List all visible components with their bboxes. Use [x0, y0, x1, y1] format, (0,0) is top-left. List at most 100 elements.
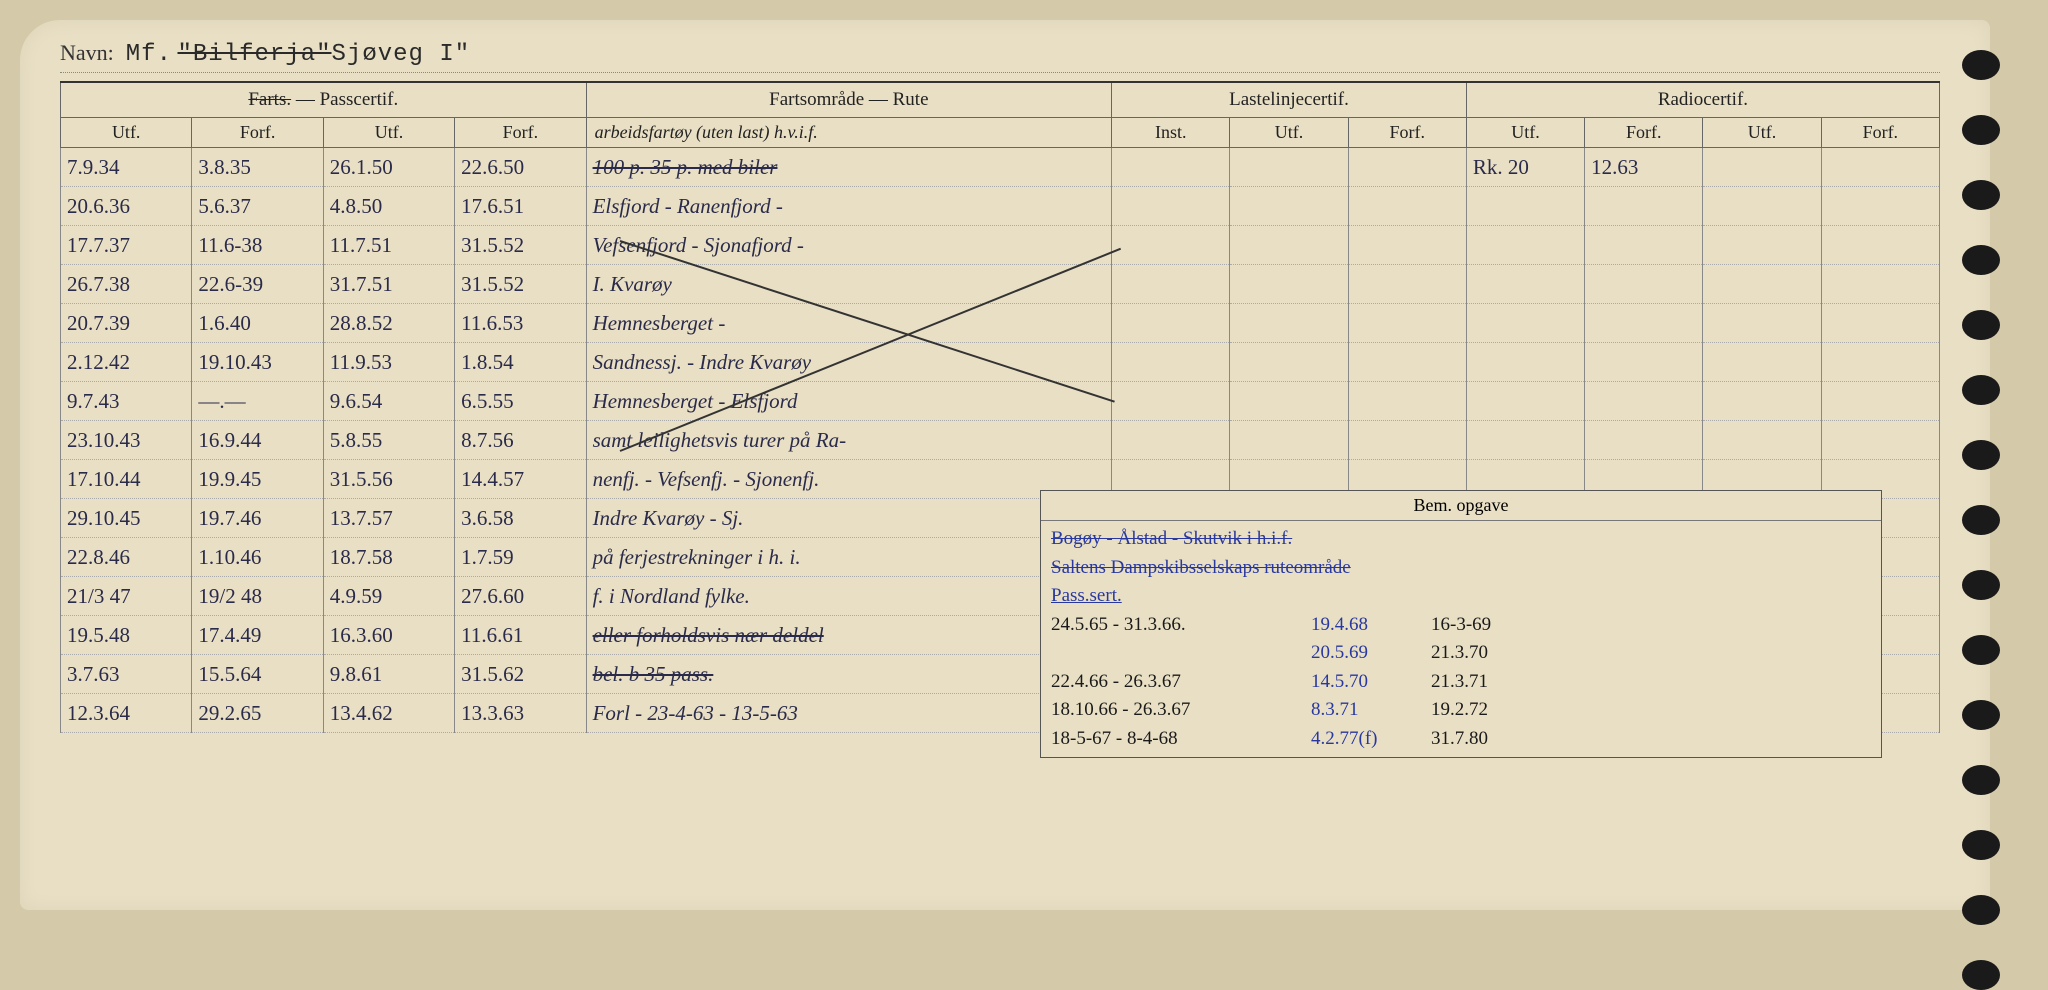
cell: 9.6.54 — [323, 382, 454, 421]
cell: eller forholdsvis nær deldel — [586, 616, 1112, 655]
cell: 17.7.37 — [61, 226, 192, 265]
navn-value: Sjøveg I" — [332, 41, 471, 68]
cell: Hemnesberget - Elsfjord — [586, 382, 1112, 421]
table-row: 20.7.391.6.4028.8.5211.6.53Hemnesberget … — [61, 304, 1940, 343]
header-rute: Fartsområde — Rute — [586, 82, 1112, 118]
cell: 31.5.56 — [323, 460, 454, 499]
header-passcertif: Farts. — Passcertif. — [61, 82, 587, 118]
cell: 12.3.64 — [61, 694, 192, 733]
cell: nenfj. - Vefsenfj. - Sjonenfj. — [586, 460, 1112, 499]
cell: 6.5.55 — [455, 382, 586, 421]
cell — [1466, 265, 1584, 304]
cell — [1230, 304, 1348, 343]
cell: 17.4.49 — [192, 616, 323, 655]
cell: 27.6.60 — [455, 577, 586, 616]
col-forf2: Forf. — [455, 118, 586, 148]
cell: 15.5.64 — [192, 655, 323, 694]
bem-row: 22.4.66 - 26.3.6714.5.7021.3.71 — [1051, 668, 1871, 697]
cell: 7.9.34 — [61, 148, 192, 187]
cell — [1466, 421, 1584, 460]
cell — [1585, 304, 1703, 343]
bem-row: 18.10.66 - 26.3.678.3.7119.2.72 — [1051, 696, 1871, 725]
cell: 3.8.35 — [192, 148, 323, 187]
col-inst: Inst. — [1112, 118, 1230, 148]
col-forf1: Forf. — [192, 118, 323, 148]
cell — [1703, 304, 1821, 343]
col-utf2: Utf. — [323, 118, 454, 148]
cell: Forl - 23-4-63 - 13-5-63 — [586, 694, 1112, 733]
cell — [1230, 343, 1348, 382]
cell — [1585, 421, 1703, 460]
cell: 19.10.43 — [192, 343, 323, 382]
cell — [1348, 421, 1466, 460]
cell: 16.3.60 — [323, 616, 454, 655]
cell — [1112, 226, 1230, 265]
cell: 9.7.43 — [61, 382, 192, 421]
cell: 29.10.45 — [61, 499, 192, 538]
cell: 28.8.52 — [323, 304, 454, 343]
cell — [1703, 187, 1821, 226]
bem-line1: Bogøy - Ålstad - Skutvik i h.i.f. — [1051, 525, 1871, 554]
cell — [1703, 421, 1821, 460]
cell — [1821, 226, 1939, 265]
col-r-utf2: Utf. — [1703, 118, 1821, 148]
bem-row: 24.5.65 - 31.3.66.19.4.6816-3-69 — [1051, 611, 1871, 640]
cell — [1348, 187, 1466, 226]
cell — [1585, 343, 1703, 382]
cell: 19.7.46 — [192, 499, 323, 538]
cell — [1348, 343, 1466, 382]
bem-row: 18-5-67 - 8-4-684.2.77(f)31.7.80 — [1051, 725, 1871, 754]
col-rute-note: arbeidsfartøy (uten last) h.v.i.f. — [586, 118, 1112, 148]
cell: 5.8.55 — [323, 421, 454, 460]
cell: 3.6.58 — [455, 499, 586, 538]
cell — [1821, 421, 1939, 460]
cell: 20.7.39 — [61, 304, 192, 343]
cell: 11.9.53 — [323, 343, 454, 382]
cell — [1112, 382, 1230, 421]
cell: 31.7.51 — [323, 265, 454, 304]
cell — [1348, 304, 1466, 343]
table-row: 9.7.43—.—9.6.546.5.55Hemnesberget - Elsf… — [61, 382, 1940, 421]
cell: 3.7.63 — [61, 655, 192, 694]
col-r-utf: Utf. — [1466, 118, 1584, 148]
cell — [1466, 226, 1584, 265]
cell — [1230, 148, 1348, 187]
cell: samt leilighetsvis turer på Ra- — [586, 421, 1112, 460]
col-r-forf2: Forf. — [1821, 118, 1939, 148]
cell: 11.7.51 — [323, 226, 454, 265]
bem-content: Bogøy - Ålstad - Skutvik i h.i.f. Salten… — [1041, 521, 1881, 757]
cell — [1466, 187, 1584, 226]
bem-title: Bem. opgave — [1041, 491, 1881, 521]
cell: 100 p. 35 p. med biler — [586, 148, 1112, 187]
cell: 13.3.63 — [455, 694, 586, 733]
cell: 22.8.46 — [61, 538, 192, 577]
cell: 4.8.50 — [323, 187, 454, 226]
cell — [1230, 265, 1348, 304]
cell — [1230, 226, 1348, 265]
cell: bel. b 35 pass. — [586, 655, 1112, 694]
cell — [1703, 226, 1821, 265]
cell — [1585, 382, 1703, 421]
cell — [1466, 382, 1584, 421]
cell: 26.7.38 — [61, 265, 192, 304]
cell — [1348, 226, 1466, 265]
cell — [1112, 148, 1230, 187]
cell — [1112, 304, 1230, 343]
cell: 23.10.43 — [61, 421, 192, 460]
cell — [1821, 187, 1939, 226]
table-row: 23.10.4316.9.445.8.558.7.56samt leilighe… — [61, 421, 1940, 460]
cell: 13.4.62 — [323, 694, 454, 733]
bem-row: 20.5.6921.3.70 — [1051, 639, 1871, 668]
cell — [1112, 265, 1230, 304]
cell — [1230, 187, 1348, 226]
cell: 20.6.36 — [61, 187, 192, 226]
table-row: 2.12.4219.10.4311.9.531.8.54Sandnessj. -… — [61, 343, 1940, 382]
cell: —.— — [192, 382, 323, 421]
cell: 19.5.48 — [61, 616, 192, 655]
cell — [1585, 226, 1703, 265]
cell: 1.8.54 — [455, 343, 586, 382]
col-l-utf: Utf. — [1230, 118, 1348, 148]
cell — [1230, 421, 1348, 460]
cell — [1703, 382, 1821, 421]
cell — [1703, 148, 1821, 187]
